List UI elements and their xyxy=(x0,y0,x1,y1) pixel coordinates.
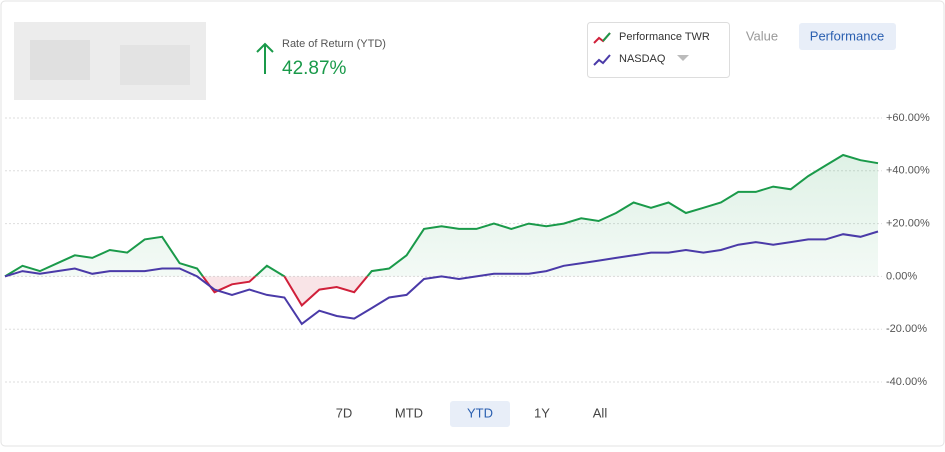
legend-icon xyxy=(602,32,611,42)
legend-label: NASDAQ xyxy=(619,53,666,65)
legend xyxy=(587,22,730,78)
return-label: Rate of Return (YTD) xyxy=(282,38,386,50)
up-arrow xyxy=(256,42,274,74)
series-line xyxy=(4,153,879,277)
area-negative xyxy=(5,276,878,306)
y-tick-label: -20.00% xyxy=(886,323,927,335)
range-button-active[interactable] xyxy=(450,401,510,427)
series-line xyxy=(4,230,879,326)
view-button[interactable]: Value xyxy=(746,28,778,43)
view-button[interactable]: Performance xyxy=(810,28,884,43)
y-tick-label: +40.00% xyxy=(886,165,930,177)
legend-icon xyxy=(593,54,611,66)
range-button[interactable]: YTD xyxy=(467,405,493,420)
area-positive xyxy=(5,155,878,277)
range-button[interactable]: 1Y xyxy=(534,405,550,420)
dropdown-caret[interactable] xyxy=(677,55,689,61)
legend-label: Performance TWR xyxy=(619,31,710,43)
range-button[interactable]: MTD xyxy=(395,405,423,420)
view-button-active[interactable] xyxy=(799,23,896,50)
range-button[interactable]: All xyxy=(593,405,608,420)
y-tick-label: -40.00% xyxy=(886,376,927,388)
blurred-account xyxy=(14,22,206,100)
y-tick-label: +20.00% xyxy=(886,218,930,230)
y-tick-label: +60.00% xyxy=(886,112,930,124)
return-value: 42.87% xyxy=(282,58,347,79)
y-tick-label: 0.00% xyxy=(886,270,917,282)
range-button[interactable]: 7D xyxy=(336,405,353,420)
